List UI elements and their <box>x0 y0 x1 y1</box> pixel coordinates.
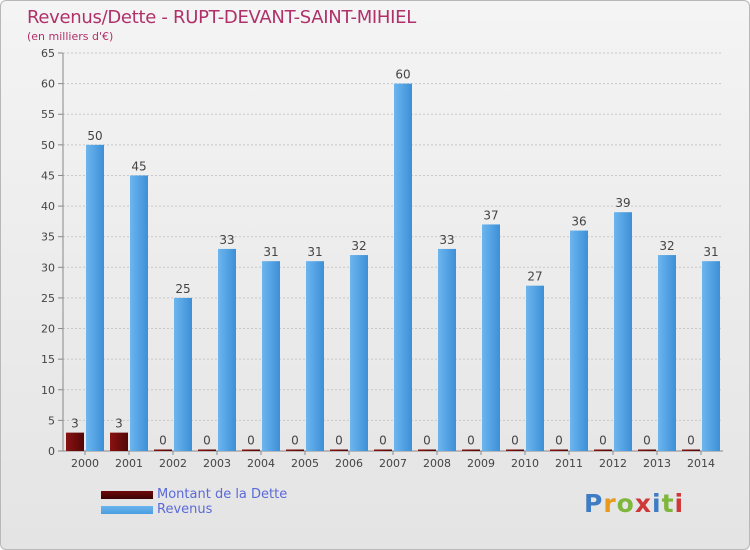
bar-dette <box>374 449 392 451</box>
bar-dette <box>66 432 84 451</box>
proxiti-logo: Proxiti <box>584 489 685 518</box>
y-tick-label: 60 <box>41 78 55 91</box>
data-label-revenus: 33 <box>219 233 234 247</box>
bar-dette <box>638 449 656 451</box>
data-label-dette: 0 <box>335 434 343 448</box>
bar-revenus <box>526 285 544 451</box>
data-label-revenus: 50 <box>87 129 102 143</box>
data-label-dette: 3 <box>115 417 123 431</box>
y-tick-label: 25 <box>41 292 55 305</box>
bar-revenus <box>482 224 500 451</box>
bar-dette <box>330 449 348 451</box>
data-label-dette: 0 <box>159 434 167 448</box>
y-tick-label: 5 <box>48 414 55 427</box>
data-label-revenus: 25 <box>175 282 190 296</box>
data-label-revenus: 45 <box>131 159 146 173</box>
data-label-revenus: 37 <box>483 208 498 222</box>
data-label-dette: 0 <box>687 434 695 448</box>
data-label-revenus: 31 <box>263 245 278 259</box>
bar-dette <box>154 449 172 451</box>
legend-swatch-revenus <box>101 506 153 514</box>
y-tick-label: 35 <box>41 231 55 244</box>
x-tick-label: 2001 <box>115 457 143 470</box>
bar-revenus <box>86 144 104 451</box>
data-label-revenus: 27 <box>527 270 542 284</box>
chart-title: Revenus/Dette - RUPT-DEVANT-SAINT-MIHIEL <box>27 7 416 28</box>
legend-label-dette: Montant de la Dette <box>157 487 288 502</box>
x-tick-label: 2008 <box>423 457 451 470</box>
x-tick-label: 2002 <box>159 457 187 470</box>
x-tick-label: 2004 <box>247 457 275 470</box>
bar-revenus <box>614 212 632 451</box>
y-tick-label: 45 <box>41 169 55 182</box>
x-tick-label: 2014 <box>687 457 715 470</box>
data-label-revenus: 32 <box>351 239 366 253</box>
bar-revenus <box>174 297 192 451</box>
bar-dette <box>550 449 568 451</box>
y-tick-label: 0 <box>48 445 55 458</box>
bar-revenus <box>702 261 720 451</box>
bar-dette <box>198 449 216 451</box>
data-label-dette: 0 <box>423 434 431 448</box>
x-tick-label: 2003 <box>203 457 231 470</box>
bar-revenus <box>658 255 676 451</box>
x-tick-label: 2009 <box>467 457 495 470</box>
y-tick-label: 65 <box>41 47 55 60</box>
bar-revenus <box>570 230 588 451</box>
data-label-dette: 0 <box>467 434 475 448</box>
bar-revenus <box>262 261 280 451</box>
bar-dette <box>286 449 304 451</box>
y-tick-label: 50 <box>41 139 55 152</box>
y-tick-label: 20 <box>41 323 55 336</box>
bar-dette <box>594 449 612 451</box>
y-tick-label: 55 <box>41 108 55 121</box>
bar-dette <box>462 449 480 451</box>
bar-revenus <box>350 255 368 451</box>
data-label-dette: 0 <box>643 434 651 448</box>
data-label-revenus: 39 <box>615 196 630 210</box>
bar-dette <box>506 449 524 451</box>
x-tick-label: 2006 <box>335 457 363 470</box>
x-tick-label: 2010 <box>511 457 539 470</box>
bar-revenus <box>218 248 236 451</box>
y-tick-label: 30 <box>41 261 55 274</box>
x-tick-label: 2007 <box>379 457 407 470</box>
y-tick-label: 40 <box>41 200 55 213</box>
x-tick-label: 2012 <box>599 457 627 470</box>
x-tick-label: 2011 <box>555 457 583 470</box>
data-label-revenus: 32 <box>659 239 674 253</box>
data-label-dette: 0 <box>555 434 563 448</box>
bar-dette <box>110 432 128 451</box>
legend-label-revenus: Revenus <box>157 502 213 517</box>
x-tick-label: 2005 <box>291 457 319 470</box>
x-tick-label: 2000 <box>71 457 99 470</box>
bar-dette <box>242 449 260 451</box>
bar-dette <box>418 449 436 451</box>
data-label-dette: 0 <box>379 434 387 448</box>
data-label-dette: 0 <box>247 434 255 448</box>
chart-subtitle: (en milliers d'€) <box>27 30 114 43</box>
bar-revenus <box>394 83 412 451</box>
y-tick-label: 10 <box>41 384 55 397</box>
data-label-dette: 0 <box>511 434 519 448</box>
data-label-dette: 3 <box>71 417 79 431</box>
bar-revenus <box>438 248 456 451</box>
data-label-dette: 0 <box>599 434 607 448</box>
data-label-dette: 0 <box>291 434 299 448</box>
data-label-revenus: 36 <box>571 215 586 229</box>
x-tick-label: 2013 <box>643 457 671 470</box>
y-tick-label: 15 <box>41 353 55 366</box>
bar-revenus <box>130 175 148 451</box>
data-label-revenus: 60 <box>395 68 410 82</box>
data-label-revenus: 31 <box>703 245 718 259</box>
bar-revenus <box>306 261 324 451</box>
bar-dette <box>682 449 700 451</box>
legend-swatch-dette <box>101 491 153 499</box>
data-label-dette: 0 <box>203 434 211 448</box>
data-label-revenus: 33 <box>439 233 454 247</box>
data-label-revenus: 31 <box>307 245 322 259</box>
